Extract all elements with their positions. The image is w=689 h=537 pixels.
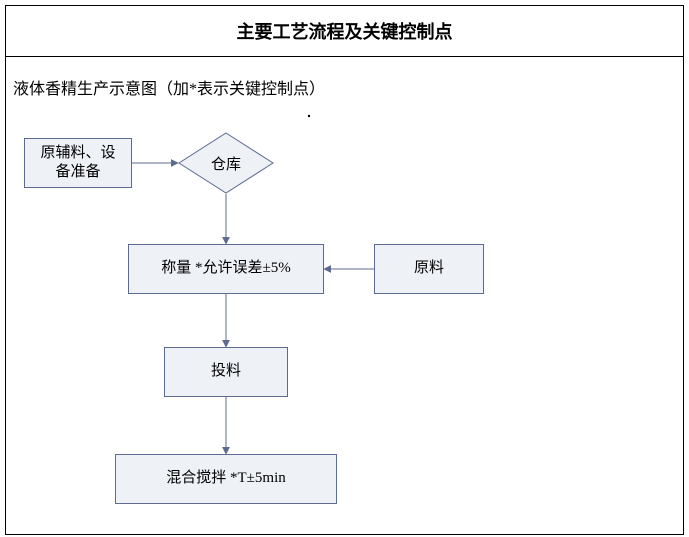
body-cell <box>5 57 684 535</box>
subtitle: 液体香精生产示意图（加*表示关键控制点） <box>13 75 325 99</box>
page-title: 主要工艺流程及关键控制点 <box>237 18 453 44</box>
node-feed: 投料 <box>164 347 288 397</box>
node-mix-label: 混合搅拌 *T±5min <box>166 469 285 489</box>
node-store: 仓库 <box>178 132 274 194</box>
diagram-canvas: 主要工艺流程及关键控制点 液体香精生产示意图（加*表示关键控制点） 原辅料、设 … <box>0 0 689 537</box>
page-title-cell: 主要工艺流程及关键控制点 <box>5 5 684 57</box>
node-feed-label: 投料 <box>211 362 241 382</box>
node-prep: 原辅料、设 备准备 <box>24 138 132 188</box>
node-store-label: 仓库 <box>211 153 241 174</box>
node-weigh-label: 称量 *允许误差±5% <box>161 259 290 279</box>
node-rawmat-label: 原料 <box>414 259 444 279</box>
node-prep-label: 原辅料、设 备准备 <box>40 144 115 183</box>
node-rawmat: 原料 <box>374 244 484 294</box>
node-mix: 混合搅拌 *T±5min <box>115 454 337 504</box>
node-weigh: 称量 *允许误差±5% <box>128 244 324 294</box>
